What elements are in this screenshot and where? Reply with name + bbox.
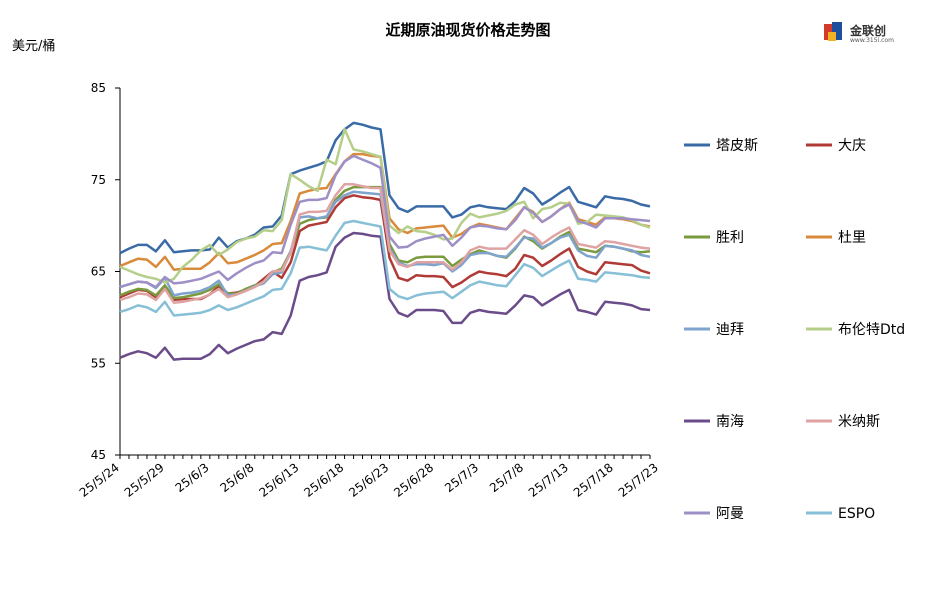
y-tick-label: 75 — [91, 173, 106, 187]
legend-label: 迪拜 — [716, 322, 744, 338]
series-layer — [119, 121, 651, 361]
logo-icon — [824, 22, 842, 41]
legend-label: 南海 — [716, 414, 744, 430]
brand-logo: 金联创 www.315i.com — [820, 18, 898, 48]
x-tick-label: 25/6/23 — [346, 460, 391, 500]
series-line-5 — [119, 128, 651, 284]
x-tick-label: 25/6/3 — [173, 460, 212, 495]
legend-label: 塔皮斯 — [716, 138, 758, 154]
legend-label: ESPO — [838, 506, 875, 522]
chart-title: 近期原油现货价格走势图 — [385, 21, 550, 39]
x-tick-label: 25/5/29 — [122, 460, 167, 500]
y-tick-label: 55 — [91, 356, 106, 370]
y-axis-unit: 美元/桶 — [12, 39, 55, 54]
x-tick-label: 25/7/18 — [571, 460, 616, 500]
legend-label: 布伦特Dtd — [838, 322, 905, 338]
x-tick-label: 25/7/23 — [616, 460, 661, 500]
y-tick-label: 45 — [91, 448, 106, 462]
x-tick-label: 25/6/13 — [256, 460, 301, 500]
legend-label: 阿曼 — [716, 506, 744, 522]
legend-label: 胜利 — [716, 230, 744, 246]
legend-label: 米纳斯 — [838, 414, 880, 430]
x-tick-label: 25/7/8 — [487, 460, 526, 495]
series-line-6 — [119, 231, 651, 361]
y-tick-label: 85 — [91, 81, 106, 95]
series-line-7 — [119, 183, 651, 304]
y-tick-label: 65 — [91, 265, 106, 279]
x-tick-label: 25/6/18 — [301, 460, 346, 500]
x-tick-label: 25/6/8 — [218, 460, 257, 495]
x-tick-label: 25/6/28 — [391, 460, 436, 500]
legend-label: 大庆 — [838, 138, 866, 154]
logo-subtext: www.315i.com — [850, 37, 894, 44]
series-line-9 — [119, 219, 651, 317]
logo-text: 金联创 — [850, 24, 887, 38]
series-line-0 — [119, 121, 651, 255]
legend-label: 杜里 — [838, 230, 866, 246]
x-tick-label: 25/5/24 — [77, 460, 122, 500]
series-line-8 — [119, 154, 651, 289]
x-tick-label: 25/7/3 — [442, 460, 481, 495]
x-tick-label: 25/7/13 — [526, 460, 571, 500]
